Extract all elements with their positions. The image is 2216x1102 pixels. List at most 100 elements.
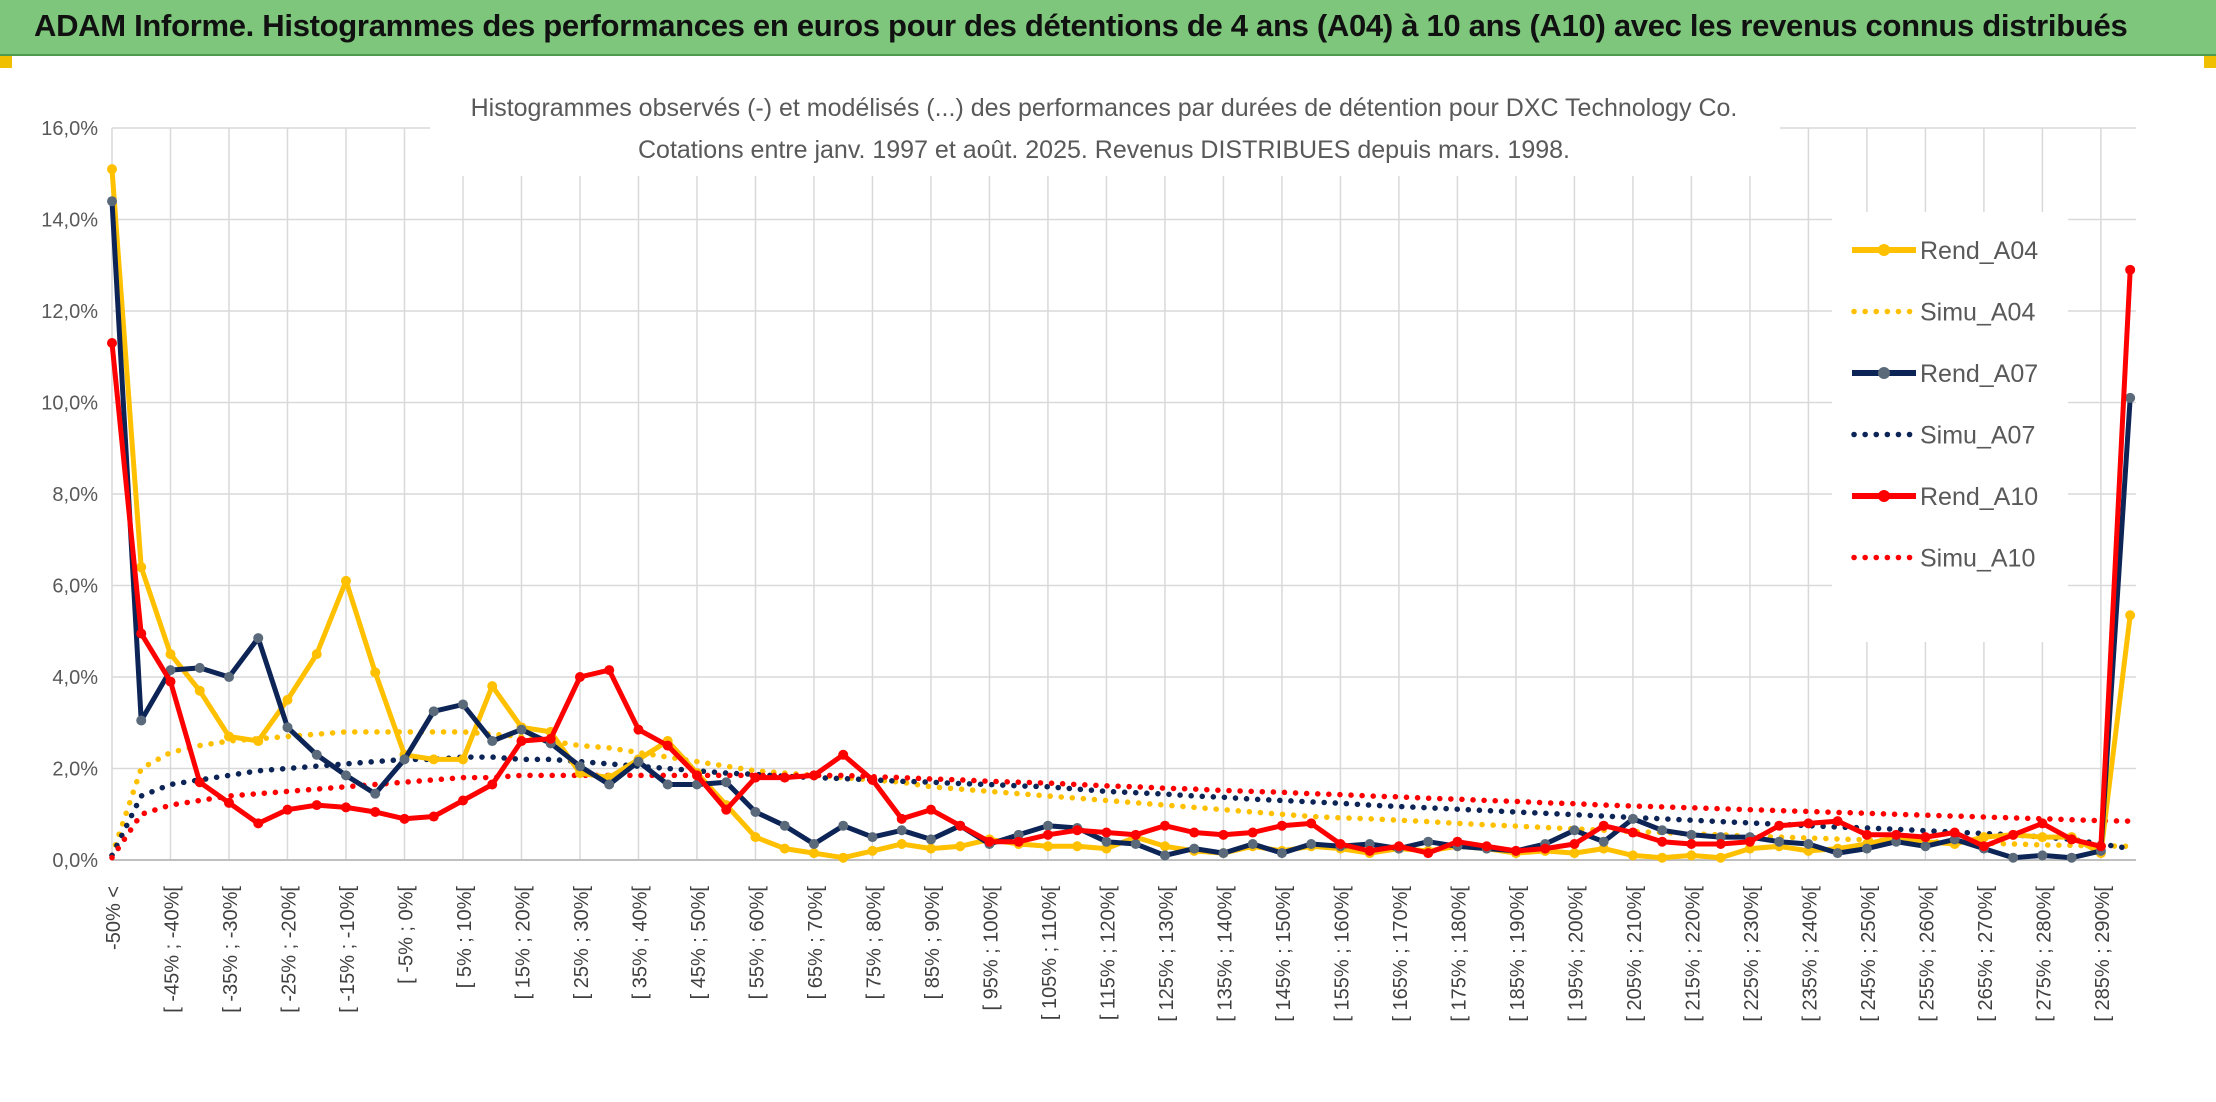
data-point bbox=[896, 813, 907, 824]
data-point bbox=[1276, 820, 1287, 831]
data-point bbox=[867, 832, 878, 843]
data-point bbox=[1423, 848, 1434, 859]
legend-label: Simu_A04 bbox=[1920, 299, 2035, 327]
data-point bbox=[1744, 843, 1755, 854]
x-tick-label: [ 155% ; 160%[ bbox=[1331, 886, 1353, 1022]
data-point bbox=[136, 715, 147, 726]
data-point bbox=[896, 825, 907, 836]
data-point bbox=[925, 843, 936, 854]
data-point bbox=[1218, 829, 1229, 840]
data-point bbox=[282, 694, 293, 705]
data-point bbox=[604, 779, 615, 790]
data-point bbox=[107, 164, 117, 175]
data-point bbox=[1598, 820, 1609, 831]
data-point bbox=[136, 628, 147, 639]
x-tick-label: [ 65% ; 70%[ bbox=[805, 886, 827, 1000]
data-point bbox=[1832, 816, 1843, 827]
legend-item-simu-a10: Simu_A10 bbox=[1851, 545, 2035, 573]
data-point bbox=[1510, 845, 1521, 856]
data-point bbox=[1130, 829, 1141, 840]
data-point bbox=[194, 777, 205, 788]
data-point bbox=[691, 770, 702, 781]
legend-background bbox=[1832, 212, 2068, 642]
data-point bbox=[1627, 813, 1638, 824]
x-tick-label: [ 185% ; 190%[ bbox=[1507, 886, 1529, 1022]
data-point bbox=[574, 672, 585, 682]
data-point bbox=[1364, 838, 1375, 849]
x-tick-label: [ 275% ; 280%[ bbox=[2033, 886, 2055, 1022]
data-point bbox=[1072, 841, 1083, 852]
data-point bbox=[457, 795, 468, 806]
x-tick-label: [ 225% ; 230%[ bbox=[1741, 886, 1763, 1022]
data-point bbox=[1949, 827, 1960, 838]
data-point bbox=[838, 820, 849, 831]
x-tick-label: [ 75% ; 80%[ bbox=[863, 886, 885, 1000]
legend-label: Simu_A10 bbox=[1920, 545, 2035, 573]
data-point bbox=[311, 800, 322, 811]
x-tick-label: [ 55% ; 60%[ bbox=[746, 886, 768, 1000]
data-point bbox=[1715, 832, 1726, 843]
series-line bbox=[109, 201, 2133, 861]
x-tick-label: [ 165% ; 170%[ bbox=[1390, 886, 1412, 1022]
x-tick-label: [ 35% ; 40%[ bbox=[629, 886, 651, 1000]
data-point bbox=[1744, 836, 1755, 847]
chart-title: Histogrammes observés (-) et modélisés (… bbox=[471, 94, 1738, 122]
data-point bbox=[925, 834, 936, 845]
x-tick-label: [ 285% ; 290%[ bbox=[2092, 886, 2114, 1022]
legend-item-simu-a04: Simu_A04 bbox=[1851, 299, 2035, 327]
data-point bbox=[1891, 836, 1902, 847]
data-point bbox=[838, 749, 849, 760]
y-tick-label: 4,0% bbox=[52, 667, 98, 689]
x-tick-label: [ 25% ; 30%[ bbox=[571, 886, 593, 1000]
data-point bbox=[867, 845, 878, 856]
performance-histogram-chart: 0,0% 2,0% 4,0% 6,0% 8,0% 10,0% 12,0% 14,0% 16,0%… bbox=[41, 80, 2136, 1022]
data-point bbox=[223, 731, 234, 742]
data-point bbox=[604, 665, 615, 676]
data-point bbox=[1247, 827, 1258, 838]
data-point bbox=[1013, 829, 1024, 840]
data-point bbox=[1452, 836, 1463, 847]
x-tick-label: [ 145% ; 150%[ bbox=[1273, 886, 1295, 1022]
data-point bbox=[1159, 850, 1170, 861]
data-point bbox=[1072, 825, 1083, 836]
data-point bbox=[1627, 850, 1638, 861]
data-point bbox=[311, 649, 322, 660]
series-rend-a07 bbox=[107, 196, 2136, 863]
data-point bbox=[487, 736, 498, 747]
data-point bbox=[311, 749, 322, 760]
series-line bbox=[109, 729, 2133, 859]
data-point bbox=[1657, 852, 1668, 863]
data-point bbox=[1540, 843, 1551, 854]
data-point bbox=[779, 820, 790, 831]
data-point bbox=[2095, 841, 2106, 852]
legend-label: Rend_A04 bbox=[1920, 237, 2038, 265]
data-point bbox=[808, 770, 819, 781]
data-point bbox=[1130, 838, 1141, 849]
data-point bbox=[633, 756, 644, 767]
y-tick-label: 14,0% bbox=[41, 210, 98, 232]
data-point bbox=[2008, 852, 2019, 863]
x-tick-label: [ 255% ; 260%[ bbox=[1916, 886, 1938, 1022]
data-point bbox=[2066, 834, 2077, 845]
data-point bbox=[194, 685, 205, 696]
data-point bbox=[165, 665, 176, 676]
legend-label: Simu_A07 bbox=[1920, 422, 2035, 450]
data-point bbox=[253, 736, 264, 747]
series-rend-a10 bbox=[107, 264, 2136, 859]
data-point bbox=[2066, 852, 2077, 863]
data-point bbox=[925, 804, 936, 815]
data-point bbox=[662, 740, 673, 751]
x-tick-label: [ 15% ; 20%[ bbox=[512, 886, 534, 1000]
data-point bbox=[1276, 848, 1287, 859]
data-point bbox=[1013, 836, 1024, 847]
data-point bbox=[282, 804, 293, 815]
data-point bbox=[662, 779, 673, 790]
x-tick-label: [ -15% ; -10%[ bbox=[337, 886, 359, 1013]
data-point bbox=[136, 562, 147, 573]
data-point bbox=[1569, 838, 1580, 849]
x-tick-label: [ 95% ; 100%[ bbox=[980, 886, 1002, 1011]
y-tick-label: 16,0% bbox=[41, 118, 98, 140]
data-point bbox=[487, 681, 498, 692]
data-point bbox=[1686, 829, 1697, 840]
x-tick-label: [ 235% ; 240%[ bbox=[1799, 886, 1821, 1022]
